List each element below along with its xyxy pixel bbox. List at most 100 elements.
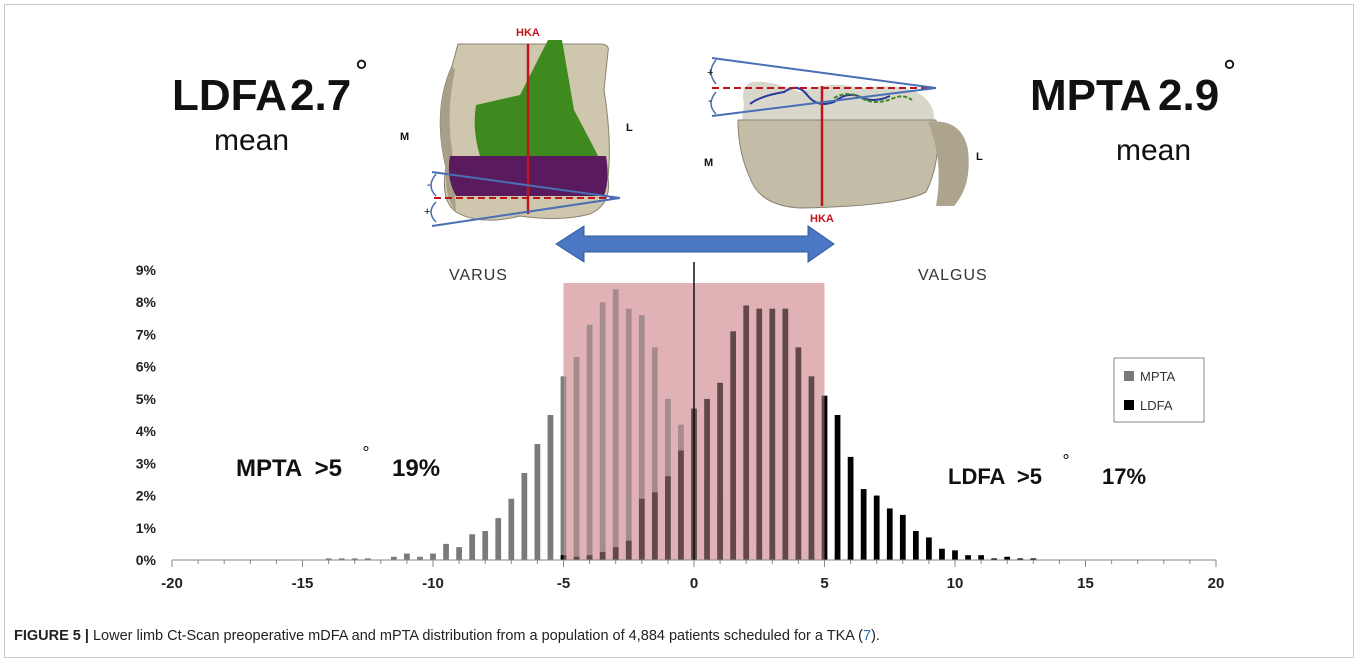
ldfa-bar — [899, 514, 906, 560]
femur-l-label: L — [626, 122, 633, 134]
mpta-bar — [547, 415, 554, 560]
caption-figure-number: FIGURE 5 | — [14, 628, 89, 644]
mpta-bar — [508, 498, 515, 560]
legend-swatch-ldfa — [1124, 400, 1134, 410]
ldfa-bar — [873, 495, 880, 560]
x-tick-label: 0 — [690, 575, 698, 592]
mpta-gt5-label: MPTA >5 — [236, 455, 342, 482]
ldfa-bar — [599, 551, 606, 560]
mpta-bar — [612, 289, 619, 560]
mpta-mean-label: mean — [1116, 134, 1191, 167]
ldfa-bar — [560, 555, 567, 560]
mpta-bar — [573, 357, 580, 560]
y-tick-label: 4% — [136, 423, 157, 439]
tibia-l-label: L — [976, 151, 983, 163]
valgus-label: VALGUS — [918, 267, 988, 284]
ldfa-bar — [782, 308, 789, 560]
mpta-gt5-percent: 19% — [392, 455, 440, 482]
bar-series — [325, 289, 1037, 560]
ldfa-bar — [1004, 556, 1011, 560]
ldfa-mean-value: 2.7 — [290, 71, 351, 120]
ldfa-bar — [756, 308, 763, 560]
ldfa-bar — [926, 537, 932, 560]
mpta-bar — [625, 308, 632, 560]
mpta-bar — [364, 558, 371, 560]
mpta-bar — [390, 556, 397, 560]
ldfa-bar — [638, 498, 645, 560]
tibia-minus-label: - — [708, 95, 712, 107]
tibia-hka-label: HKA — [810, 213, 834, 225]
mpta-bar — [482, 531, 489, 560]
mpta-bar — [521, 473, 528, 560]
ldfa-title: LDFA — [172, 71, 287, 120]
tibia-plus-label: + — [707, 67, 713, 79]
x-tick-label: -15 — [292, 575, 314, 592]
mpta-bar — [417, 556, 423, 560]
ldfa-bar — [743, 305, 750, 560]
mpta-mean-value: 2.9 — [1158, 71, 1219, 120]
ldfa-bar — [965, 555, 971, 560]
mpta-bar — [586, 324, 593, 560]
y-tick-label: 1% — [136, 520, 157, 536]
y-tick-label: 5% — [136, 391, 157, 407]
x-tick-label: 20 — [1208, 575, 1225, 592]
ldfa-bar — [834, 415, 841, 560]
ldfa-bar — [769, 308, 776, 560]
mpta-bar — [651, 347, 658, 560]
femur-plus-label: + — [424, 206, 430, 218]
distribution-chart: 0% 1% 2% 3% 4% 5% 6% 7% 8% 9% -20 -15 -10 -5 0 5 10 15 20… — [136, 262, 1225, 592]
y-tick-label: 0% — [136, 552, 157, 568]
ldfa-bar — [1017, 558, 1024, 560]
figure-caption: FIGURE 5 | Lower limb Ct-Scan preoperati… — [14, 628, 1344, 644]
ldfa-bar — [665, 476, 671, 560]
y-axis-ticks: 0% 1% 2% 3% 4% 5% 6% 7% 8% 9% — [136, 262, 157, 568]
tibia-illustration: + - M L HKA — [704, 57, 983, 225]
ldfa-bar — [912, 531, 919, 560]
legend-label-ldfa: LDFA — [1140, 398, 1173, 413]
femur-illustration: HKA M L - + — [400, 27, 633, 227]
ldfa-bar — [678, 450, 684, 560]
x-tick-label: 5 — [820, 575, 828, 592]
ldfa-heading: LDFA 2.7 ° mean — [172, 55, 369, 157]
y-tick-label: 9% — [136, 262, 157, 278]
legend: MPTA LDFA — [1113, 357, 1205, 423]
ldfa-mean-label: mean — [214, 124, 289, 157]
ldfa-bar — [886, 508, 893, 560]
ldfa-bar — [991, 558, 998, 560]
x-tick-label: -10 — [422, 575, 444, 592]
figure-frame — [4, 4, 1354, 658]
caption-text: Lower limb Ct-Scan preoperative mDFA and… — [88, 628, 863, 644]
mpta-bar — [430, 553, 436, 560]
ldfa-bar — [978, 555, 984, 560]
ldfa-bar — [860, 489, 867, 560]
ldfa-gt5-degree: ° — [1062, 451, 1070, 470]
ldfa-bar — [795, 347, 802, 560]
mpta-bar — [560, 376, 567, 560]
y-tick-label: 7% — [136, 326, 157, 342]
ldfa-bar — [847, 456, 854, 560]
y-tick-label: 6% — [136, 359, 157, 375]
x-tick-label: -20 — [161, 575, 183, 592]
mpta-bar — [456, 547, 462, 560]
mpta-degree-symbol: ° — [1222, 55, 1237, 90]
mpta-bar — [638, 315, 645, 560]
mpta-title: MPTA — [1030, 71, 1151, 120]
mpta-bar — [469, 534, 476, 560]
x-tick-label: 15 — [1077, 575, 1094, 592]
y-tick-label: 3% — [136, 455, 157, 471]
mpta-bar — [325, 558, 332, 560]
ldfa-bar — [651, 492, 658, 560]
femur-green-region — [474, 40, 598, 156]
varus-valgus-double-arrow — [555, 225, 835, 263]
ldfa-bar — [625, 540, 632, 560]
figure-canvas: LDFA 2.7 ° mean MPTA 2.9 ° mean HKA M L … — [136, 27, 1237, 592]
ldfa-bar — [717, 382, 723, 560]
x-tick-label: 10 — [947, 575, 964, 592]
ldfa-bar — [821, 395, 828, 560]
mpta-bar — [599, 302, 606, 560]
mpta-bar — [338, 558, 345, 560]
mpta-heading: MPTA 2.9 ° mean — [1030, 55, 1237, 167]
mpta-bar — [351, 558, 358, 560]
caption-reference-link[interactable]: 7 — [862, 628, 872, 644]
mpta-bar — [495, 518, 502, 560]
